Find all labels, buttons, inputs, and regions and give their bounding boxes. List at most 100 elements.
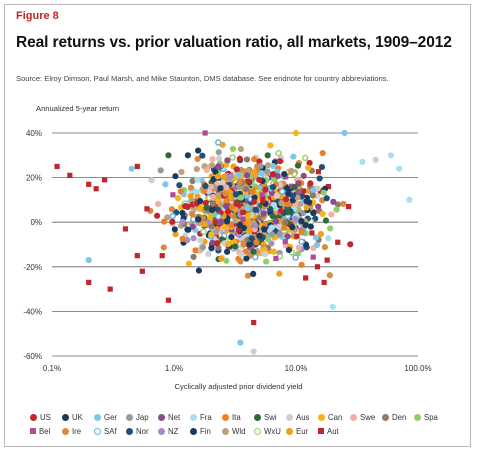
data-point-aut bbox=[314, 264, 321, 270]
x-tick-label: 0.1% bbox=[43, 364, 61, 373]
data-point-den bbox=[189, 177, 196, 185]
data-point-aut bbox=[86, 181, 92, 187]
data-point-can bbox=[270, 248, 277, 255]
data-point-aut bbox=[301, 188, 307, 194]
data-point-uk bbox=[310, 209, 317, 217]
data-point-ita bbox=[228, 203, 236, 210]
data-point-aut bbox=[240, 209, 246, 215]
legend-marker bbox=[318, 428, 324, 434]
data-point-aus bbox=[262, 251, 269, 258]
data-point-us bbox=[245, 178, 252, 185]
data-point-wld bbox=[244, 167, 251, 174]
data-point-us bbox=[282, 196, 290, 203]
data-point-wxu bbox=[301, 154, 309, 162]
data-point-aus bbox=[372, 156, 379, 163]
data-point-ire bbox=[194, 155, 201, 163]
data-point-aut bbox=[213, 233, 219, 239]
y-tick-label: -20% bbox=[23, 263, 42, 272]
legend-marker bbox=[254, 427, 261, 435]
data-point-uk bbox=[236, 221, 244, 229]
legend-item-uk: UK bbox=[62, 413, 94, 422]
data-point-ita bbox=[249, 189, 256, 196]
data-point-uk bbox=[303, 198, 310, 205]
data-point-swe bbox=[155, 200, 162, 208]
data-point-fra bbox=[387, 152, 395, 159]
legend-item-ita: Ita bbox=[222, 413, 254, 422]
data-point-us bbox=[233, 200, 240, 207]
chart-source: Source: Elroy Dimson, Paul Marsh, and Mi… bbox=[16, 74, 389, 83]
legend-label: Nor bbox=[136, 426, 149, 436]
data-point-nor bbox=[316, 175, 323, 182]
data-point-ita bbox=[253, 239, 260, 246]
data-point-nor bbox=[318, 163, 326, 171]
data-point-aut bbox=[134, 253, 140, 259]
data-point-uk bbox=[289, 197, 296, 204]
legend-item-us: US bbox=[30, 413, 62, 422]
data-point-can bbox=[305, 164, 312, 172]
chart-legend: US UK Ger Jap Net Fra Ita Swi Aus Can Swe Den Spa Be… bbox=[30, 410, 460, 438]
data-point-aut bbox=[144, 206, 150, 212]
legend-label: Can bbox=[328, 412, 343, 422]
legend-item-nz: NZ bbox=[158, 427, 190, 436]
legend-item-nor: Nor bbox=[126, 427, 158, 436]
data-point-can bbox=[174, 194, 182, 202]
data-point-swe bbox=[203, 166, 210, 174]
legend-item-ire: Ire bbox=[62, 427, 94, 436]
data-point-eur bbox=[246, 227, 253, 234]
data-point-us bbox=[307, 180, 314, 187]
data-point-jap bbox=[157, 167, 164, 174]
data-point-spa bbox=[264, 236, 272, 243]
data-point-ita bbox=[189, 210, 196, 218]
data-point-fin bbox=[246, 241, 253, 248]
legend-item-wxu: WxU bbox=[254, 427, 286, 436]
data-point-net bbox=[330, 198, 337, 205]
data-point-ger bbox=[235, 171, 243, 178]
data-point-ger bbox=[85, 257, 92, 264]
data-point-us bbox=[233, 166, 240, 173]
data-point-nz bbox=[179, 218, 186, 225]
legend-label: Fra bbox=[200, 412, 212, 422]
data-point-us bbox=[153, 212, 161, 219]
data-point-ita bbox=[179, 235, 186, 242]
data-point-swi bbox=[264, 152, 271, 159]
data-point-aut bbox=[294, 233, 300, 239]
figure-frame bbox=[4, 4, 471, 447]
data-point-swe bbox=[328, 211, 335, 218]
data-point-bel bbox=[273, 255, 279, 262]
y-tick-label: -60% bbox=[23, 352, 42, 361]
data-point-uk bbox=[285, 246, 293, 254]
y-tick-label: 20% bbox=[26, 174, 42, 183]
data-point-ire bbox=[244, 272, 252, 279]
data-point-den bbox=[309, 192, 316, 199]
legend-marker bbox=[30, 428, 36, 434]
legend-label: NZ bbox=[168, 426, 179, 436]
data-point-ger bbox=[162, 181, 169, 188]
data-point-us bbox=[269, 171, 276, 178]
x-tick-label: 1.0% bbox=[165, 364, 183, 373]
data-point-aus bbox=[205, 188, 213, 195]
legend-label: Fin bbox=[200, 426, 211, 436]
data-point-ger bbox=[313, 241, 321, 249]
x-tick-label: 100.0% bbox=[404, 364, 431, 373]
legend-marker bbox=[318, 413, 325, 421]
data-point-us bbox=[276, 158, 284, 165]
data-point-jap bbox=[268, 231, 276, 238]
data-point-ire bbox=[326, 272, 333, 279]
data-point-bel bbox=[295, 188, 301, 195]
data-point-us bbox=[250, 198, 258, 205]
data-point-den bbox=[209, 200, 216, 208]
data-point-net bbox=[217, 218, 224, 225]
data-point-nz bbox=[252, 222, 259, 229]
data-point-aus bbox=[197, 237, 204, 244]
data-point-ger bbox=[312, 234, 320, 241]
data-point-wld bbox=[264, 162, 272, 169]
legend-item-spa: Spa bbox=[414, 413, 446, 422]
data-point-spa bbox=[229, 145, 237, 153]
data-point-ger bbox=[309, 187, 317, 194]
data-point-aus bbox=[148, 177, 155, 184]
data-point-net bbox=[295, 180, 302, 187]
data-point-wld bbox=[288, 167, 295, 174]
data-point-can bbox=[185, 260, 192, 267]
data-point-swi bbox=[291, 183, 298, 191]
